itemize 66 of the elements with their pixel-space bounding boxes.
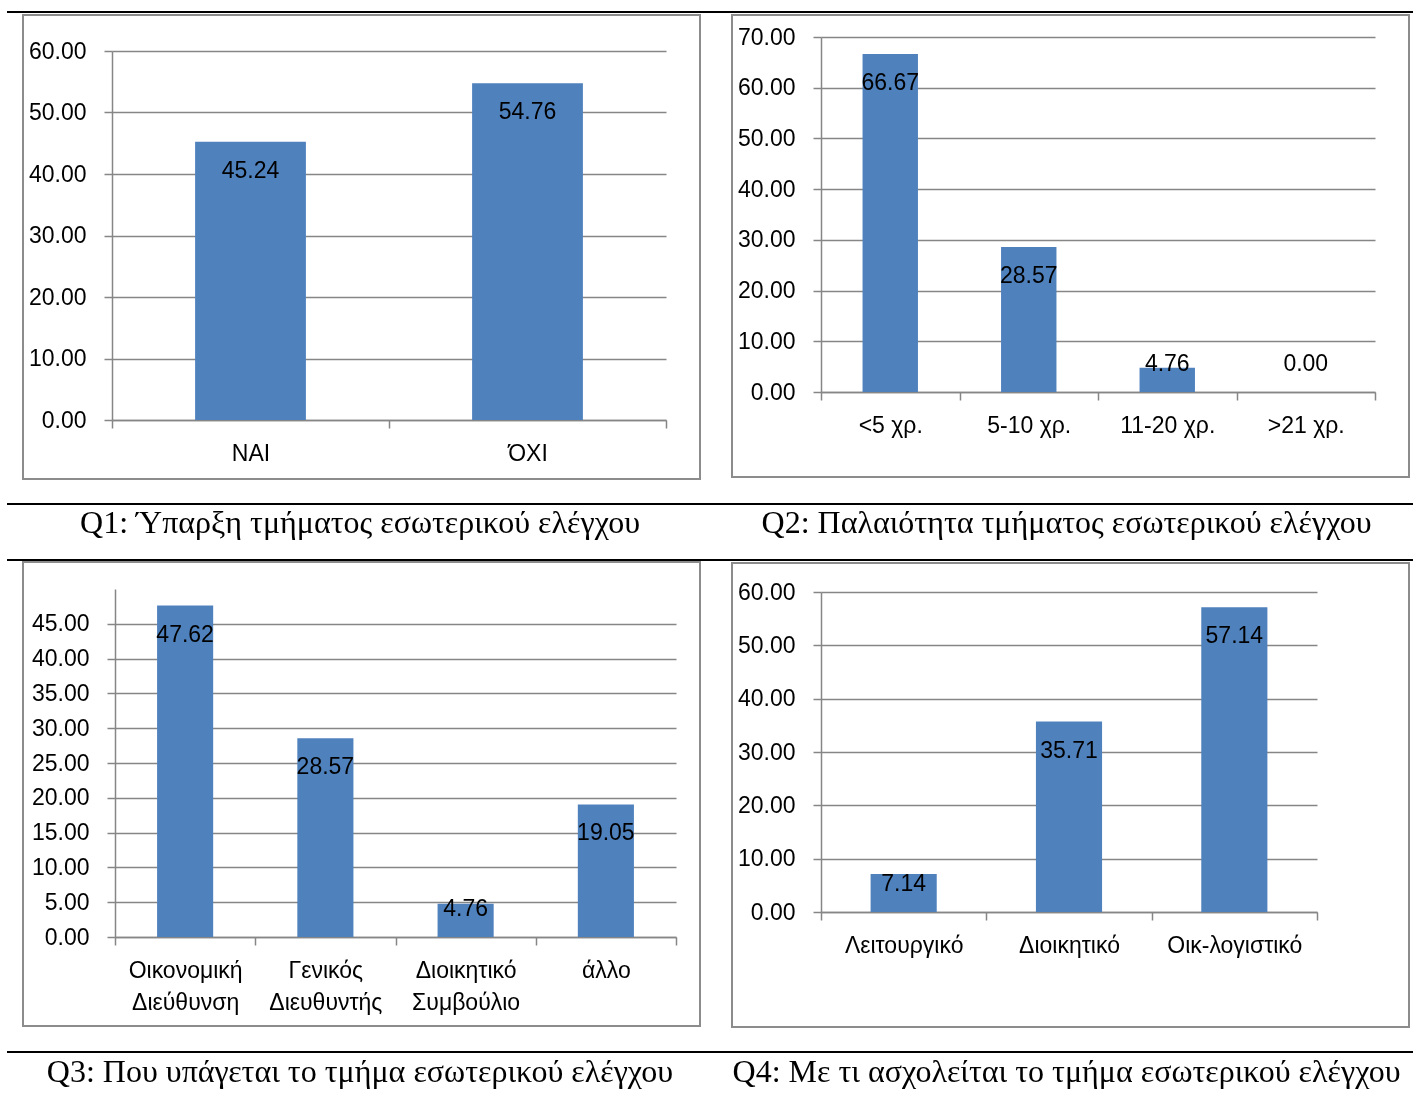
- bar: [1201, 607, 1268, 912]
- y-tick-label: 20.00: [28, 283, 87, 310]
- y-tick-label: 50.00: [737, 124, 796, 151]
- y-tick-label: 15.00: [31, 819, 90, 846]
- text: Q4: Με τι ασχολείται το τμήμα εσωτερικού ελέγχου: [731, 1053, 1402, 1089]
- y-tick-label: 10.00: [737, 845, 796, 872]
- text: Q3: Που υπάγεται το τμήμα εσωτερικού ελέγχου: [45, 1053, 675, 1089]
- y-tick-label: 0.00: [750, 898, 796, 925]
- y-tick-label: 20.00: [737, 791, 796, 818]
- y-tick-label: 30.00: [31, 714, 90, 741]
- y-tick-label: 60.00: [737, 578, 796, 605]
- x-tick-label: Οικ-λογιστικό: [1167, 931, 1303, 958]
- y-tick-label: 0.00: [44, 923, 90, 950]
- bar: [1001, 247, 1057, 392]
- text: Q1: Ύπαρξη τμήματος εσωτερικού ελέγχου: [79, 504, 641, 540]
- text: Q2: Παλαιότητα τμήματος εσωτερικού ελέγχου: [760, 504, 1373, 540]
- y-tick-label: 40.00: [737, 175, 796, 202]
- y-tick-label: 10.00: [737, 327, 796, 354]
- x-tick-label: Διοικητικό: [1019, 931, 1120, 958]
- bar: [862, 53, 918, 392]
- data-label: 66.67: [861, 68, 920, 95]
- x-tick-label: Λειτουργικό: [844, 931, 964, 958]
- x-tick-label: Οικονομική Διεύθυνση: [128, 956, 243, 1015]
- data-label: 28.57: [296, 753, 355, 780]
- data-label: 19.05: [577, 819, 635, 846]
- bar: [577, 804, 634, 937]
- x-tick-label: άλλο: [582, 956, 631, 983]
- y-tick-label: 20.00: [737, 277, 796, 304]
- y-tick-label: 30.00: [737, 226, 796, 253]
- y-tick-label: 35.00: [31, 679, 90, 706]
- data-label: 54.76: [498, 98, 557, 125]
- data-label: 35.71: [1040, 736, 1098, 763]
- x-tick-label: 11-20 χρ.: [1120, 411, 1216, 438]
- data-label: 45.24: [221, 156, 280, 183]
- data-label: 7.14: [881, 870, 927, 896]
- x-tick-label: ΝΑΙ: [231, 439, 271, 466]
- y-tick-label: 30.00: [737, 738, 796, 765]
- x-tick-label: >21 χρ.: [1267, 411, 1345, 438]
- x-tick-label: Γενικός Διευθυντής: [269, 956, 383, 1015]
- y-tick-label: 70.00: [737, 23, 796, 50]
- y-tick-label: 0.00: [41, 406, 87, 433]
- y-tick-label: 50.00: [737, 631, 796, 658]
- bar: [297, 738, 354, 937]
- y-tick-label: 0.00: [750, 378, 796, 405]
- y-tick-label: 10.00: [28, 345, 87, 371]
- data-label: 0.00: [1283, 350, 1329, 376]
- y-tick-label: 45.00: [31, 610, 90, 637]
- bar: [1035, 721, 1103, 912]
- x-tick-label: Διοικητικό Συμβούλιο: [412, 956, 521, 1015]
- y-tick-label: 60.00: [28, 37, 87, 64]
- y-tick-label: 30.00: [28, 222, 87, 248]
- y-tick-label: 50.00: [28, 99, 87, 125]
- y-tick-label: 5.00: [44, 888, 90, 915]
- data-label: 28.57: [999, 262, 1058, 289]
- y-tick-label: 40.00: [31, 645, 90, 672]
- y-tick-label: 60.00: [737, 74, 796, 101]
- y-tick-label: 40.00: [28, 160, 87, 187]
- data-label: 57.14: [1205, 622, 1264, 649]
- x-tick-label: <5 χρ.: [858, 411, 923, 438]
- x-tick-label: ΌΧΙ: [507, 439, 548, 466]
- y-tick-label: 40.00: [737, 685, 796, 712]
- y-tick-label: 20.00: [31, 784, 90, 811]
- y-tick-label: 10.00: [31, 853, 90, 880]
- x-tick-label: 5-10 χρ.: [987, 411, 1072, 438]
- y-tick-label: 25.00: [31, 749, 90, 776]
- bar: [157, 605, 214, 937]
